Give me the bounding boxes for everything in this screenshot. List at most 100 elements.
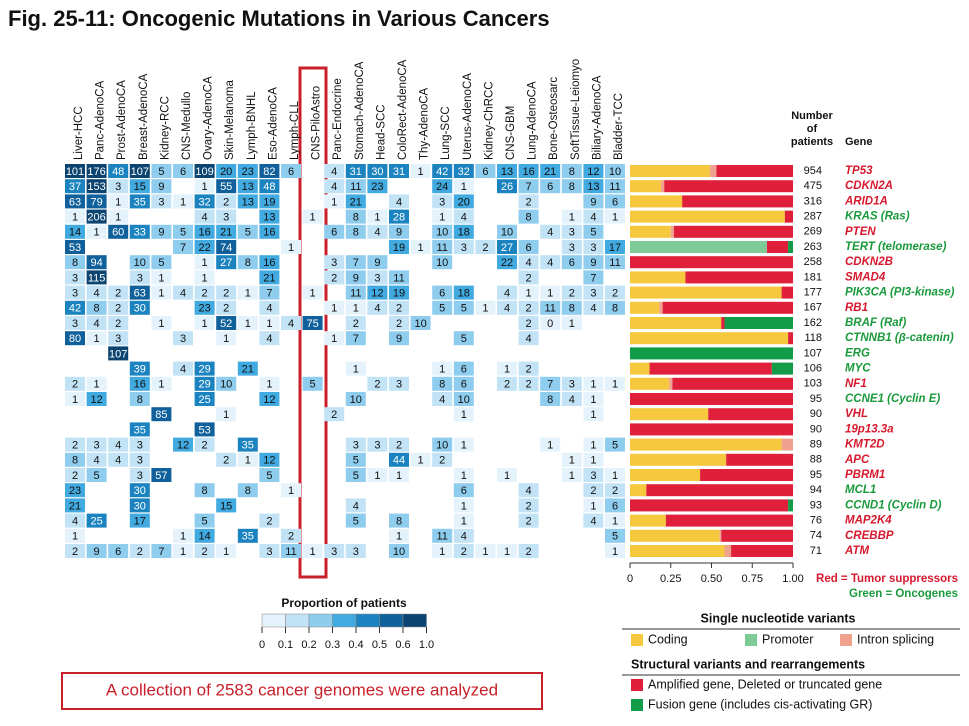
cell <box>432 528 453 543</box>
cell-label: 5 <box>180 227 186 239</box>
cell <box>65 285 85 300</box>
cell <box>605 194 625 209</box>
colorbar-tick-label: 1.0 <box>419 639 434 651</box>
cell-label: 16 <box>263 257 275 269</box>
column-label: Lung-SCC <box>440 106 452 160</box>
cell-label: 9 <box>374 257 380 269</box>
cell <box>302 376 323 391</box>
cell <box>173 331 193 346</box>
cell-label: 3 <box>569 227 575 239</box>
bar-segment <box>630 301 660 314</box>
cell <box>432 392 453 406</box>
cell <box>151 224 172 239</box>
cell <box>281 316 301 330</box>
cell <box>345 316 366 330</box>
legend-title: Structural variants and rearrangements <box>631 657 865 671</box>
cell-label: 11 <box>609 181 620 193</box>
cell <box>583 468 604 482</box>
cell-label: 1 <box>461 440 467 452</box>
cell <box>151 255 172 270</box>
cell-label: 1 <box>202 318 208 330</box>
cell-label: 2 <box>223 196 229 208</box>
x-tick-label: 0.50 <box>701 573 722 585</box>
bar-segment <box>669 377 673 390</box>
cell <box>432 437 453 452</box>
cell <box>259 452 280 467</box>
cell <box>194 270 215 285</box>
cell <box>497 544 517 558</box>
cell-label: 1 <box>396 531 402 543</box>
legend-label: Intron splicing <box>857 632 934 646</box>
cell <box>324 270 345 285</box>
bar-segment <box>630 423 793 436</box>
cell <box>367 270 388 285</box>
cell-label: 1 <box>461 409 467 421</box>
cell <box>453 544 474 558</box>
cell-label: 8 <box>569 181 575 193</box>
cell-label: 4 <box>547 227 553 239</box>
cell-label: 4 <box>526 485 532 497</box>
cell <box>173 240 193 254</box>
cell <box>324 407 345 422</box>
cell <box>237 285 258 300</box>
patient-count: 93 <box>810 499 822 511</box>
cell <box>497 240 517 254</box>
cell <box>86 376 107 391</box>
cell <box>345 270 366 285</box>
cell <box>389 528 409 543</box>
cell <box>151 179 172 194</box>
cell <box>259 255 280 270</box>
gene-label: ATM <box>844 545 869 557</box>
cell-label: 80 <box>69 333 81 345</box>
bar-segment <box>630 180 661 193</box>
bar-segment <box>630 453 727 466</box>
cell-label: 2 <box>526 272 532 284</box>
patient-count: 95 <box>810 393 822 405</box>
cell-label: 1 <box>310 288 316 300</box>
cell-label: 19 <box>263 196 275 208</box>
cell-label: 48 <box>263 181 275 193</box>
colorbar-swatch <box>261 613 286 628</box>
cell <box>216 376 237 391</box>
cell-label: 1 <box>158 379 164 391</box>
cell <box>497 164 517 178</box>
cell <box>108 346 129 361</box>
x-tick-label: 0 <box>627 573 633 585</box>
cell-label: 10 <box>436 227 448 239</box>
cell-label: 6 <box>331 227 337 239</box>
cell-label: 2 <box>72 379 78 391</box>
cell-label: 101 <box>66 166 84 178</box>
cell-label: 8 <box>137 394 143 406</box>
cell-label: 1 <box>331 196 337 208</box>
cell <box>367 179 388 194</box>
colorbar-tick-label: 0.4 <box>348 639 363 651</box>
gene-label: KRAS (Ras) <box>845 211 910 223</box>
column-label: Liver-HCC <box>73 106 85 160</box>
cell <box>453 164 474 178</box>
cell <box>540 376 561 391</box>
cell <box>518 285 539 300</box>
cell <box>475 544 496 558</box>
gene-header: Gene <box>845 136 873 148</box>
gene-label: BRAF (Raf) <box>845 317 906 329</box>
cell <box>151 407 172 422</box>
gene-label: CDKN2B <box>845 256 893 268</box>
cell-label: 1 <box>202 181 208 193</box>
bar-segment <box>788 241 793 253</box>
cell-label: 22 <box>198 242 210 254</box>
cell-label: 12 <box>587 166 599 178</box>
bar-segment <box>630 210 785 223</box>
cell-label: 3 <box>331 546 337 558</box>
cell-label: 30 <box>134 303 146 315</box>
cell-label: 20 <box>458 196 470 208</box>
legend-swatch <box>840 634 852 646</box>
cell-label: 3 <box>590 242 596 254</box>
cell <box>129 452 150 467</box>
cell <box>216 316 237 330</box>
cell <box>259 468 280 482</box>
cell <box>583 179 604 194</box>
cell <box>345 255 366 270</box>
cell <box>345 209 366 224</box>
cell <box>540 285 561 300</box>
bar-segment <box>766 241 789 253</box>
